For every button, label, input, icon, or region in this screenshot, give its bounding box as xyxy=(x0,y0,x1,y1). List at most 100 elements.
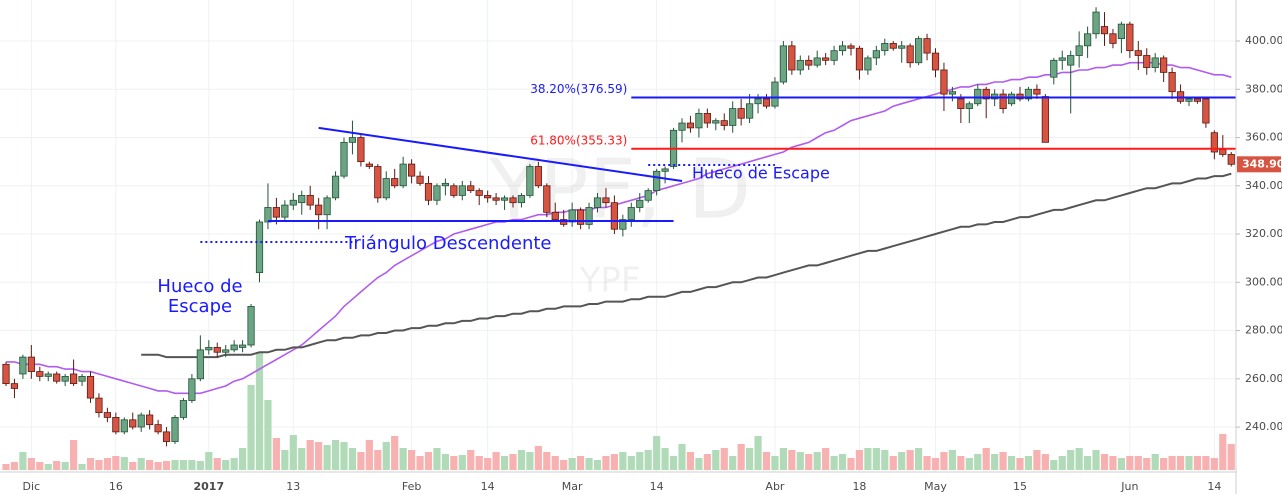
y-tick-label: 240.00 xyxy=(1245,420,1282,433)
volume-bar xyxy=(129,462,137,470)
volume-bar xyxy=(458,455,466,470)
volume-bar xyxy=(661,448,669,470)
candle-body xyxy=(1050,59,1058,78)
volume-bar xyxy=(1160,458,1168,470)
candle-body xyxy=(238,344,247,348)
candle-body xyxy=(754,98,762,105)
volume-bar xyxy=(154,462,162,470)
candle-body xyxy=(526,166,534,196)
candle-body xyxy=(222,349,230,353)
volume-bar xyxy=(357,452,365,470)
drawings: 38.20%(376.59) 61.80%(355.33) Triángulo De… xyxy=(157,82,1236,317)
volume-bar xyxy=(822,448,830,470)
candle-body xyxy=(70,373,78,385)
candle-body xyxy=(1143,55,1151,68)
candle-body xyxy=(213,347,221,353)
volume-bar xyxy=(957,456,965,470)
candle-body xyxy=(416,175,424,184)
candle-body xyxy=(1075,45,1083,56)
candle-body xyxy=(458,185,466,196)
volume-bar xyxy=(1092,450,1100,470)
candle-body xyxy=(881,43,889,52)
volume-bar xyxy=(171,460,179,470)
candle-body xyxy=(534,166,542,187)
candle-body xyxy=(162,431,171,442)
volume-bar xyxy=(475,456,483,470)
candle-body xyxy=(315,204,323,216)
volume-bar xyxy=(272,438,280,470)
candle-body xyxy=(931,52,940,71)
volume-bar xyxy=(898,452,906,470)
volume xyxy=(2,352,1235,470)
volume-bar xyxy=(1033,450,1041,470)
volume-bar xyxy=(44,464,52,470)
candle-body xyxy=(129,419,137,428)
y-tick-label: 280.00 xyxy=(1245,324,1282,337)
candle-body xyxy=(230,344,238,351)
volume-bar xyxy=(408,450,416,470)
watermark-symbol: YPF xyxy=(579,261,641,301)
volume-bar xyxy=(636,452,644,470)
x-tick-label: Abr xyxy=(765,480,785,493)
annotation: Hueco de Escape xyxy=(692,164,830,183)
candle-body xyxy=(889,43,897,49)
candle-body xyxy=(737,108,745,119)
volume-bar xyxy=(974,454,982,470)
candle-body xyxy=(137,414,145,428)
volume-bar xyxy=(222,460,230,470)
volume-bar xyxy=(391,436,399,470)
candle-body xyxy=(323,197,331,216)
volume-bar xyxy=(1058,456,1066,470)
volume-bar xyxy=(788,450,796,470)
candles xyxy=(2,7,1235,447)
candle-body xyxy=(61,375,69,382)
candle-body xyxy=(179,400,188,418)
volume-bar xyxy=(162,461,171,470)
volume-bar xyxy=(1117,458,1125,470)
volume-bar xyxy=(551,456,559,470)
candle-body xyxy=(1100,26,1109,35)
volume-bar xyxy=(27,458,35,470)
candle-body xyxy=(779,45,788,83)
candle-body xyxy=(1109,33,1117,44)
candle-body xyxy=(298,195,306,204)
y-tick-label: 360.00 xyxy=(1245,131,1282,144)
candle-body xyxy=(1210,132,1218,153)
volume-bar xyxy=(120,457,128,470)
volume-bar xyxy=(53,461,61,470)
candle-body xyxy=(424,182,433,201)
x-tick-label: 14 xyxy=(650,480,664,493)
volume-bar xyxy=(500,456,509,470)
candle-body xyxy=(864,57,872,71)
volume-bar xyxy=(526,452,534,470)
volume-bar xyxy=(838,454,847,470)
volume-bar xyxy=(915,448,923,470)
y-tick-label: 400.00 xyxy=(1245,34,1282,47)
candle-body xyxy=(247,306,255,346)
candle-body xyxy=(577,209,585,225)
candle-body xyxy=(1219,149,1227,155)
candle-body xyxy=(1084,33,1092,47)
volume-bar xyxy=(1084,456,1092,470)
volume-bar xyxy=(534,446,542,470)
candle-body xyxy=(1193,98,1202,102)
volume-bar xyxy=(315,442,323,470)
candle-body xyxy=(585,207,593,225)
volume-bar xyxy=(577,456,585,470)
candle-body xyxy=(729,108,737,126)
volume-bar xyxy=(703,454,711,470)
candle-body xyxy=(1007,93,1016,105)
volume-bar xyxy=(754,436,762,470)
volume-bar xyxy=(196,461,204,470)
x-tick-label: Jun xyxy=(1120,480,1138,493)
volume-bar xyxy=(729,456,737,470)
candle-body xyxy=(95,397,103,413)
volume-bar xyxy=(881,450,889,470)
candle-body xyxy=(10,383,19,389)
candle-body xyxy=(686,122,695,129)
volume-bar xyxy=(1193,456,1202,470)
candle-body xyxy=(610,202,619,230)
volume-bar xyxy=(1024,456,1033,470)
candle-body xyxy=(653,170,661,192)
